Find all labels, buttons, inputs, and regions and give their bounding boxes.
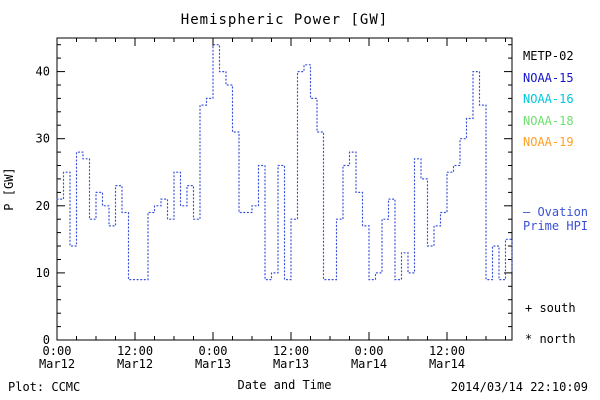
satellite-legend: METP-02 NOAA-15 NOAA-16 NOAA-18 NOAA-19 [523,46,574,154]
ovation-prime-hpi-label: — Ovation Prime HPI [523,205,588,233]
y-tick-label: 40 [36,65,50,79]
legend-item-noaa16: NOAA-16 [523,92,574,106]
x-tick-time-label: 0:00 [43,344,72,358]
x-tick-date-label: Mar12 [39,357,75,371]
plot-frame [56,37,513,341]
x-axis-label: Date and Time [237,378,332,392]
x-tick-time-label: 0:00 [355,344,384,358]
south-marker-label: + south [525,301,576,315]
x-tick-date-label: Mar13 [195,357,231,371]
x-tick-date-label: Mar13 [273,357,309,371]
y-tick-label: 20 [36,199,50,213]
legend-item-metp02: METP-02 [523,49,574,63]
ovation-line2: Prime HPI [523,219,589,233]
chart-title: Hemispheric Power [GW] [180,12,389,28]
x-tick-time-label: 12:00 [273,344,309,358]
legend-item-noaa15: NOAA-15 [523,70,574,85]
y-axis-label: P [GW] [2,167,16,211]
north-marker-label: * north [525,332,576,346]
x-tick-time-label: 12:00 [429,344,465,358]
plot-credit: Plot: CCMC [8,380,81,394]
y-tick-label: 10 [36,266,50,280]
x-tick-time-label: 12:00 [117,344,153,358]
legend-item-noaa19: NOAA-19 [523,135,574,149]
x-tick-date-label: Mar14 [429,357,465,371]
plot-timestamp: 2014/03/14 22:10:09 [450,380,588,394]
y-tick-label: 30 [36,132,50,146]
ovation-line1: — Ovation [523,205,589,219]
legend-item-noaa18: NOAA-18 [523,113,574,128]
y-tick-label: 0 [43,333,50,347]
x-tick-date-label: Mar12 [117,357,153,371]
hpi-data-trace [56,44,513,281]
x-tick-time-label: 0:00 [199,344,228,358]
x-tick-date-label: Mar14 [351,357,387,371]
